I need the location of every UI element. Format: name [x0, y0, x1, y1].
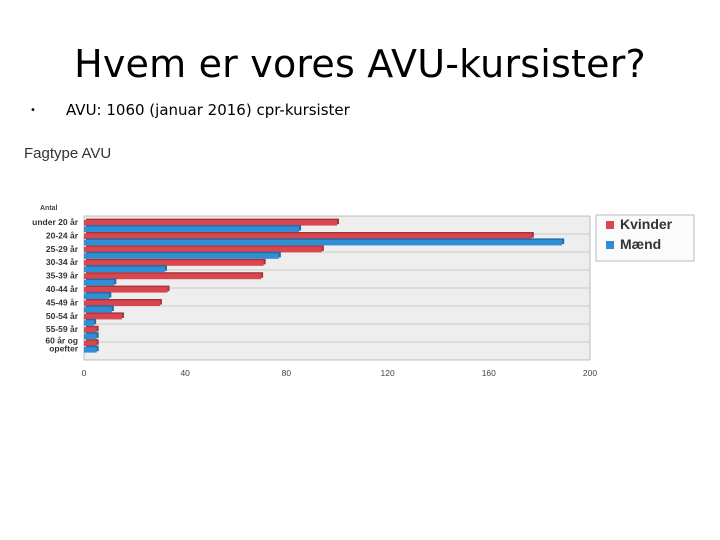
bar-chart: Fagtype AVU Antal under 20 år 20-24 år 25-…: [24, 145, 695, 378]
bar-kvinder: [84, 313, 122, 320]
bullet-text: AVU: 1060 (januar 2016) cpr-kursister: [66, 101, 350, 119]
bar-kvinder: [84, 287, 168, 293]
legend-label: Kvinder: [620, 216, 673, 232]
bar-kvinder: [84, 273, 262, 280]
bar-maend: [84, 320, 95, 326]
bar-kvinder: [84, 246, 322, 253]
bar-maend: [84, 280, 115, 286]
bar-maend: [84, 253, 279, 259]
bar-kvinder: [84, 220, 337, 226]
chart-container: Fagtype AVU Antal under 20 år 20-24 år 25-…: [0, 140, 720, 390]
bar-maend: [84, 266, 165, 273]
category-label: 25-29 år: [46, 244, 79, 254]
category-label: under 20 år: [32, 217, 79, 227]
bar-maend: [84, 293, 110, 299]
legend: Kvinder Mænd: [595, 214, 695, 262]
x-tick-label: 0: [82, 368, 87, 378]
category-label: 45-49 år: [46, 297, 79, 307]
legend-swatch: [606, 221, 614, 229]
x-tick-label: 160: [482, 368, 496, 378]
bar-kvinder: [84, 233, 532, 239]
bar-maend: [84, 226, 300, 232]
x-tick-label: 80: [282, 368, 292, 378]
bar-maend: [84, 347, 97, 353]
bar-kvinder: [84, 327, 97, 333]
legend-swatch: [606, 241, 614, 249]
category-label: 30-34 år: [46, 257, 79, 267]
bars-group: [84, 218, 565, 353]
bar-kvinder: [84, 300, 160, 306]
chart-title: Fagtype AVU: [24, 145, 111, 162]
bar-kvinder: [84, 340, 97, 347]
x-tick-label: 200: [583, 368, 597, 378]
bullet-item: • AVU: 1060 (januar 2016) cpr-kursister: [30, 101, 350, 119]
category-labels: under 20 år 20-24 år 25-29 år 30-34 år 35-39…: [32, 217, 79, 354]
category-label: opefter: [49, 344, 79, 354]
category-label: 60 år og: [45, 336, 78, 346]
category-label: 55-59 år: [46, 324, 79, 334]
category-label: 20-24 år: [46, 230, 79, 240]
bar-kvinder: [84, 260, 264, 266]
axis-title: Antal: [40, 205, 58, 212]
bar-maend: [84, 239, 563, 246]
legend-label: Mænd: [620, 236, 661, 252]
x-tick-label: 120: [381, 368, 395, 378]
category-label: 50-54 år: [46, 311, 79, 321]
bullet-dot: •: [30, 105, 36, 116]
bar-maend: [84, 306, 112, 313]
bar-maend: [84, 333, 97, 340]
x-tick-labels: 0 40 80 120 160 200: [82, 368, 598, 378]
category-label: 40-44 år: [46, 284, 79, 294]
category-label: 35-39 år: [46, 271, 79, 281]
slide-title: Hvem er vores AVU-kursister?: [74, 42, 646, 86]
x-tick-label: 40: [180, 368, 190, 378]
